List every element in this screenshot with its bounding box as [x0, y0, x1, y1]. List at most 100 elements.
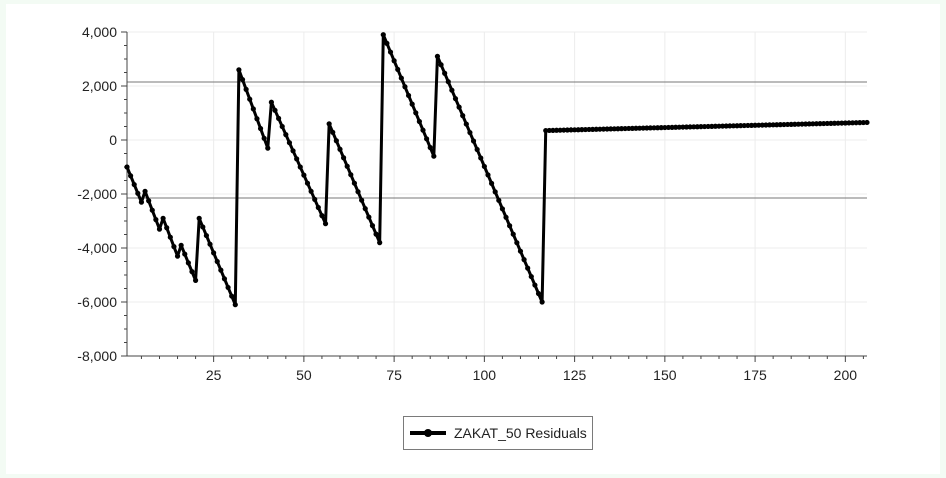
data-point: [539, 299, 545, 305]
data-point: [680, 124, 686, 130]
data-point: [514, 240, 520, 246]
data-point: [340, 155, 347, 161]
data-point: [525, 265, 531, 271]
data-point: [369, 223, 376, 229]
data-point: [517, 248, 524, 254]
data-point: [716, 123, 722, 129]
data-point: [586, 126, 592, 133]
data-point: [831, 120, 838, 126]
x-tick-label: 200: [834, 367, 858, 383]
data-point: [795, 121, 802, 127]
data-point: [618, 126, 625, 132]
data-point: [398, 75, 404, 81]
data-point: [673, 124, 679, 130]
x-tick-label: 125: [563, 367, 587, 383]
data-point: [344, 163, 350, 169]
y-tick-label: -2,000: [77, 186, 117, 202]
data-point: [218, 267, 224, 273]
data-point: [200, 224, 206, 230]
data-point: [214, 258, 220, 265]
data-point: [763, 122, 769, 128]
data-point: [196, 215, 202, 221]
data-point: [189, 269, 195, 275]
data-point: [283, 132, 289, 138]
data-point: [806, 121, 812, 127]
data-point: [391, 58, 397, 64]
data-point: [185, 260, 191, 266]
data-point: [636, 125, 643, 131]
data-point: [232, 302, 238, 308]
data-point: [669, 124, 675, 130]
x-tick-label: 100: [473, 367, 497, 383]
y-tick-label: 2,000: [82, 78, 117, 94]
data-point: [655, 125, 661, 131]
data-point: [496, 197, 502, 203]
data-point: [149, 207, 155, 213]
data-point: [720, 123, 726, 129]
data-point: [651, 125, 657, 131]
data-point: [380, 32, 386, 38]
data-point: [431, 153, 437, 159]
data-point: [860, 119, 866, 126]
data-point: [597, 126, 603, 132]
data-point: [532, 282, 538, 288]
data-point: [615, 126, 621, 132]
data-point: [160, 215, 166, 221]
data-point: [424, 136, 430, 142]
data-point: [131, 181, 137, 188]
data-point: [142, 188, 148, 194]
data-point: [683, 124, 690, 130]
data-point: [777, 122, 783, 128]
data-point: [290, 148, 296, 154]
data-point: [135, 190, 141, 196]
data-point: [557, 127, 563, 133]
data-point: [164, 225, 170, 231]
data-point: [575, 127, 581, 133]
data-point: [568, 127, 574, 133]
data-point: [593, 126, 599, 132]
data-point: [647, 125, 654, 131]
data-point: [604, 126, 610, 132]
data-point: [239, 76, 246, 83]
data-point: [510, 231, 516, 237]
data-point: [770, 122, 776, 128]
data-point: [488, 180, 495, 186]
data-point: [351, 180, 358, 186]
data-point: [442, 70, 448, 76]
data-point: [644, 125, 650, 131]
axes-layer: [121, 31, 867, 362]
data-point: [507, 223, 513, 229]
data-point: [658, 125, 664, 131]
data-point: [857, 120, 863, 126]
data-point: [723, 123, 729, 129]
data-point: [824, 120, 830, 127]
legend-label: ZAKAT_50 Residuals: [454, 425, 587, 441]
data-point: [362, 206, 368, 212]
data-point: [178, 242, 184, 248]
data-point: [377, 240, 383, 246]
data-point: [348, 172, 354, 178]
data-point: [171, 244, 177, 250]
data-point: [727, 123, 733, 129]
data-point: [265, 145, 271, 151]
data-point: [192, 277, 199, 283]
data-point: [156, 226, 163, 232]
data-point: [564, 127, 570, 133]
data-point: [582, 126, 589, 133]
y-tick-label: 4,000: [82, 24, 117, 40]
x-tick-label: 75: [386, 367, 402, 383]
legend: ZAKAT_50 Residuals: [403, 416, 593, 450]
data-point: [694, 124, 700, 130]
data-point: [835, 120, 841, 126]
data-point: [146, 198, 152, 204]
data-point: [294, 156, 300, 162]
data-point: [810, 121, 816, 127]
data-point: [243, 86, 249, 92]
data-point: [405, 92, 412, 99]
tick-labels-layer: 4,000 2,000 0 -2,000 -4,000 -6,000 -8,000 25 50 7…: [77, 24, 857, 383]
data-point: [315, 204, 321, 211]
data-point: [521, 257, 527, 263]
data-point: [474, 146, 480, 153]
data-point: [734, 123, 740, 129]
data-point: [124, 164, 130, 170]
